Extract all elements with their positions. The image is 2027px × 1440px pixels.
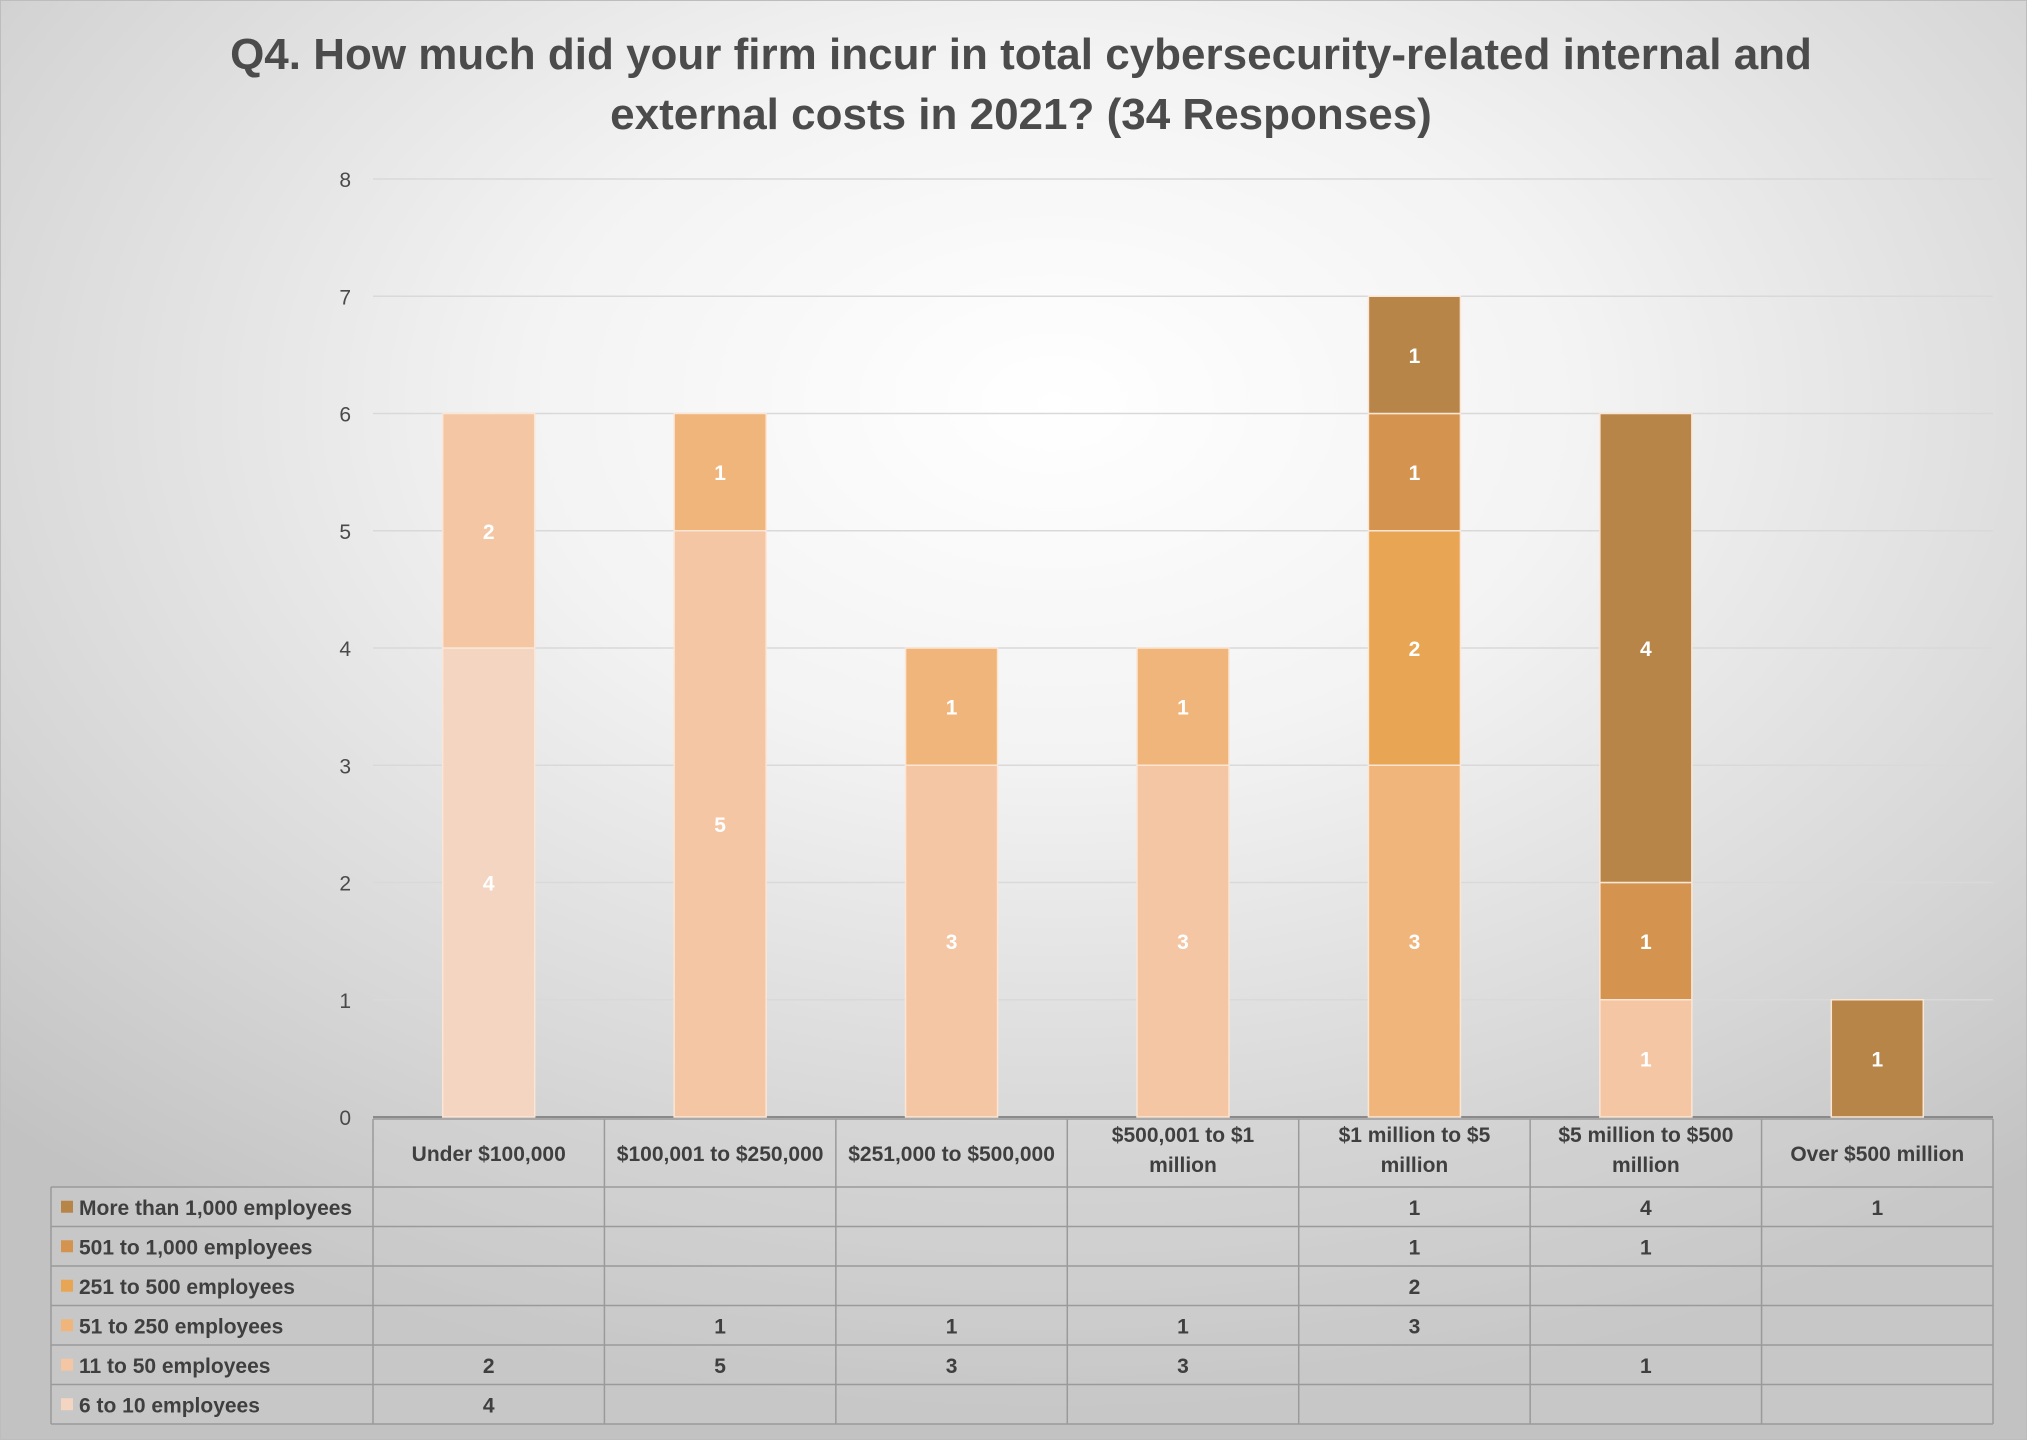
table-cell-value: 3 (946, 1355, 958, 1378)
bar-segment-11-to-50-employees (904, 764, 999, 1118)
data-label: 2 (483, 521, 495, 544)
bar-segment-51-to-250-employees (673, 412, 767, 532)
table-cell-value: 3 (1177, 1355, 1189, 1378)
data-label: 1 (1409, 462, 1421, 485)
data-label: 3 (1177, 931, 1189, 954)
x-category-label: $500,001 to $1 million (1112, 1124, 1255, 1177)
legend-swatch-6-to-10-employees (61, 1398, 73, 1411)
data-label: 1 (1640, 1048, 1652, 1071)
bar-segment-51-to-250-employees (904, 647, 999, 766)
y-tick-label: 7 (339, 286, 351, 309)
table-cell-value: 5 (714, 1355, 726, 1378)
table-cell-value: 1 (1177, 1315, 1189, 1338)
bar-segment-more-than-1-000-employees (1599, 412, 1693, 884)
table-cell-value: 3 (1409, 1315, 1421, 1338)
y-tick-label: 2 (339, 873, 351, 896)
chart-title-line-1: Q4. How much did your firm incur in tota… (230, 30, 1812, 79)
data-label: 1 (946, 697, 958, 720)
table-cell-value: 1 (714, 1315, 726, 1338)
data-label: 4 (483, 873, 495, 896)
bar-segment-251-to-500-employees (1367, 530, 1462, 766)
legend-label-11-to-50-employees: 11 to 50 employees (79, 1355, 270, 1378)
table-cell-value: 1 (1640, 1355, 1652, 1378)
legend-label-6-to-10-employees: 6 to 10 employees (79, 1394, 260, 1417)
x-category-label: $5 million to $500 million (1558, 1124, 1733, 1177)
bar-segment-more-than-1-000-employees (1367, 295, 1462, 415)
bar-segment-6-to-10-employees (441, 647, 536, 1118)
data-label: 1 (1871, 1048, 1883, 1071)
y-tick-label: 1 (339, 990, 351, 1013)
chart-title: Q4. How much did your firm incur in tota… (121, 25, 1921, 145)
table-cell-value: 1 (1871, 1197, 1883, 1220)
legend-swatch-11-to-50-employees (61, 1358, 73, 1371)
table-cell-value: 1 (1409, 1236, 1421, 1259)
y-tick-label: 5 (339, 521, 351, 544)
bar-segment-more-than-1-000-employees (1830, 999, 1925, 1118)
table-cell-value: 2 (483, 1355, 495, 1378)
data-label: 3 (946, 931, 958, 954)
bar-segment-501-to-1-000-employees (1599, 881, 1693, 1001)
y-tick-label: 0 (339, 1107, 351, 1130)
data-label: 1 (1177, 697, 1189, 720)
data-table: Under $100,000 $100,001 to $250,000 $251,0… (50, 1118, 1994, 1425)
x-category-label: $100,001 to $250,000 (617, 1143, 824, 1166)
table-cell-value: 4 (1640, 1197, 1652, 1220)
data-label: 5 (714, 814, 726, 837)
legend-label-more-than-1-000-employees: More than 1,000 employees (79, 1197, 352, 1220)
x-category-label: $251,000 to $500,000 (848, 1143, 1055, 1166)
y-tick-label: 8 (339, 169, 351, 192)
table-cell-value: 1 (946, 1315, 958, 1338)
data-label: 2 (1409, 638, 1421, 661)
table-cell-value: 2 (1409, 1276, 1421, 1299)
table-header-bg (373, 1119, 1993, 1187)
bar-segment-51-to-250-employees (1367, 764, 1462, 1118)
y-tick-label: 4 (339, 638, 351, 661)
data-label: 3 (1409, 931, 1421, 954)
data-label: 1 (714, 462, 726, 485)
y-tick-label: 3 (339, 755, 351, 778)
y-tick-label: 6 (339, 404, 351, 427)
table-cell-value: 4 (483, 1394, 495, 1417)
legend-swatch-51-to-250-employees (61, 1319, 73, 1332)
legend-label-501-to-1-000-employees: 501 to 1,000 employees (79, 1236, 312, 1259)
table-cell-value: 1 (1640, 1236, 1652, 1259)
legend-swatch-251-to-500-employees (61, 1279, 73, 1292)
x-category-label: Under $100,000 (412, 1143, 566, 1166)
bar-segment-51-to-250-employees (1136, 647, 1230, 766)
bar-segment-11-to-50-employees (673, 530, 767, 1118)
data-label: 1 (1640, 931, 1652, 954)
table-cell-value: 1 (1409, 1197, 1421, 1220)
x-category-label: Over $500 million (1790, 1143, 1964, 1166)
data-label: 1 (1409, 345, 1421, 368)
chart-title-line-2: external costs in 2021? (34 Responses) (610, 90, 1432, 139)
data-label: 4 (1640, 638, 1652, 661)
bar-segment-501-to-1-000-employees (1367, 412, 1462, 532)
bar-segment-11-to-50-employees (441, 412, 536, 649)
legend-swatch-more-than-1-000-employees (61, 1200, 73, 1213)
legend-label-51-to-250-employees: 51 to 250 employees (79, 1315, 283, 1338)
bar-segment-11-to-50-employees (1599, 999, 1693, 1118)
legend-label-251-to-500-employees: 251 to 500 employees (79, 1276, 295, 1299)
legend-swatch-501-to-1-000-employees (61, 1240, 73, 1253)
x-category-label: $1 million to $5 million (1339, 1124, 1491, 1177)
